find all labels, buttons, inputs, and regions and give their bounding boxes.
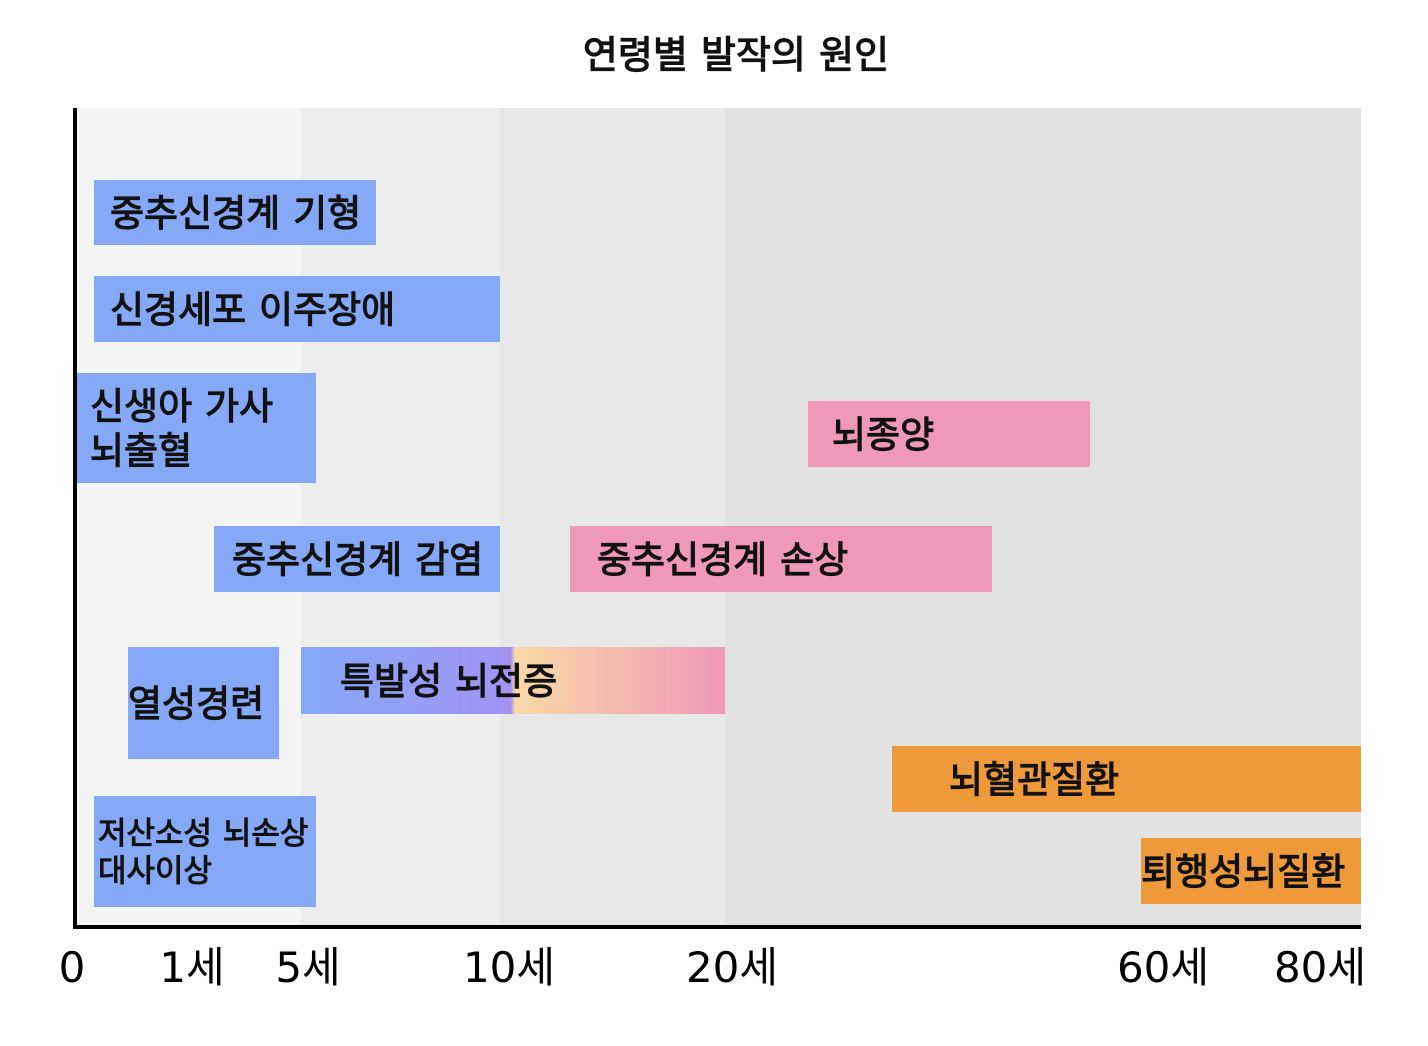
age-band-2 — [500, 108, 725, 927]
bar-label-1: 신경세포 이주장애 — [110, 288, 395, 331]
x-tick-label-2: 5세 — [275, 943, 340, 992]
bar-10 — [1141, 838, 1361, 904]
x-tick-label-5: 60세 — [1117, 943, 1209, 992]
bar-3 — [808, 401, 1090, 467]
bar-label-8: 뇌혈관질환 — [949, 758, 1119, 801]
bar-label-5: 중추신경계 손상 — [597, 538, 848, 581]
bar-label-9-1: 대사이상 — [98, 853, 212, 889]
bar-8 — [892, 746, 1361, 812]
bar-1 — [94, 276, 500, 342]
bar-2 — [75, 373, 316, 483]
bar-9 — [94, 796, 316, 907]
bar-5 — [570, 526, 992, 592]
bar-7 — [301, 647, 725, 714]
x-tick-label-6: 80세 — [1274, 943, 1366, 992]
bar-0 — [94, 180, 376, 245]
bar-label-3: 뇌종양 — [832, 413, 934, 456]
x-tick-label-4: 20세 — [686, 943, 778, 992]
bar-label-6: 열성경련 — [128, 682, 264, 725]
bar-label-7: 특발성 뇌전증 — [340, 660, 557, 703]
x-tick-label-0: 0 — [59, 943, 86, 992]
bar-label-2-0: 신생아 가사 — [90, 385, 273, 428]
bar-label-2-1: 뇌출혈 — [90, 430, 192, 473]
bar-label-10: 퇴행성뇌질환 — [1141, 850, 1345, 893]
bar-label-9-0: 저산소성 뇌손상 — [98, 816, 308, 852]
chart-title: 연령별 발작의 원인 — [583, 33, 889, 77]
x-tick-label-3: 10세 — [463, 943, 555, 992]
bar-4 — [214, 526, 500, 592]
bar-label-4: 중추신경계 감염 — [232, 538, 483, 581]
bar-label-0: 중추신경계 기형 — [110, 192, 361, 235]
bar-6 — [128, 647, 279, 759]
x-tick-label-1: 1세 — [159, 943, 224, 992]
